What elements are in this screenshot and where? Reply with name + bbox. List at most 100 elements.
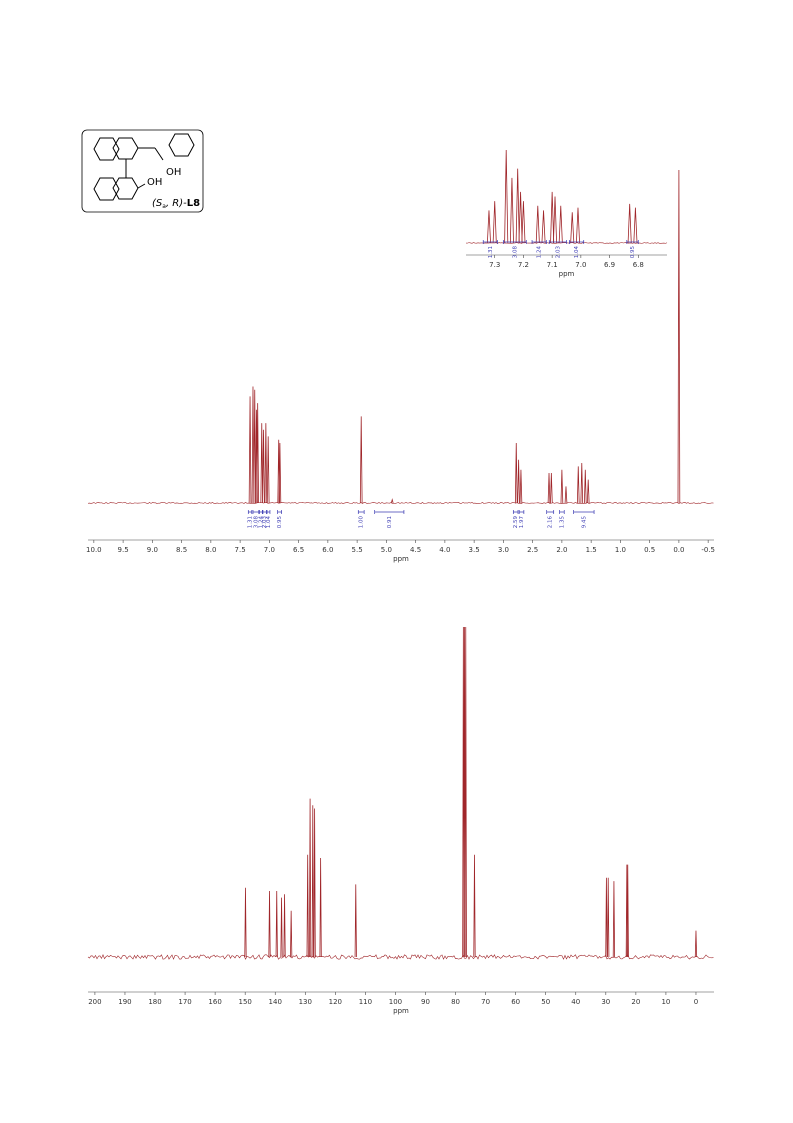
integral-label: 2.16 [548,516,554,529]
integral-label: 2.03 [555,246,561,259]
integral-label: 1.24 [258,516,264,529]
x-tick-label: 8.0 [205,546,216,554]
peak [677,169,681,504]
peak [518,191,523,244]
x-tick-label: 2.5 [527,546,538,554]
structure-bonds [93,133,195,201]
peak [575,207,580,244]
peak [244,887,247,958]
integral-bracket [502,240,527,244]
x-tick-label: 5.0 [381,546,392,554]
integral-bracket [531,240,547,244]
x-tick-label: 0.5 [644,546,655,554]
integral-bracket [518,510,525,514]
peak [521,201,526,244]
baseline [87,502,714,504]
integral-label: 0.91 [387,516,393,528]
integral-bracket [569,240,585,244]
peak [558,205,563,244]
peak [605,877,608,958]
integral-bracket [247,510,253,514]
structure-box [81,129,204,213]
peak [390,498,394,504]
peak [290,910,293,958]
integral-bracket [252,510,260,514]
structure: OH OH (Sa, R)-L8 [81,129,204,213]
peak [260,423,264,504]
label-id: L8 [187,198,200,209]
peak [313,808,316,958]
label-part: (S [152,198,163,209]
x-tick-label: 10.0 [86,546,102,554]
x-tick-label: 7.1 [547,261,558,269]
peak [541,210,546,244]
x-tick-label: 190 [118,998,131,1006]
integral-label: 1.31 [488,246,494,258]
x-tick-label: 7.5 [235,546,246,554]
compound-label: (Sa, R)-L8 [152,198,200,210]
integral-label: 3.08 [512,246,518,259]
x-tick-label: 3.5 [469,546,480,554]
x-tick-label: 9.0 [147,546,158,554]
x-tick-label: 9.5 [118,546,129,554]
integral-label: 0.95 [277,516,283,529]
integral-label: 1.04 [574,246,580,259]
x-tick-label: 120 [329,998,342,1006]
peak [515,168,520,244]
x-tick-label: 20 [631,998,640,1006]
integral-bracket [626,240,639,244]
integral-bracket [559,510,565,514]
label-part: , R)- [166,198,187,209]
peak [550,473,553,504]
x-tick-label: 6.8 [633,261,644,269]
peak [464,626,467,958]
integral-bracket [266,510,271,514]
peak [580,463,584,504]
x-tick-label: 4.0 [439,546,450,554]
x-axis-label: ppm [393,555,409,563]
peak [612,881,616,958]
x-tick-label: 5.5 [352,546,363,554]
x-tick-label: 6.0 [322,546,333,554]
peak [280,897,283,958]
integral-label: 0.95 [630,246,636,259]
peak [359,416,363,504]
peak [517,459,520,504]
peak [586,479,590,504]
x-tick-label: 10 [661,998,670,1006]
peak [626,864,629,958]
peak [251,386,255,504]
x-tick-label: 2.0 [556,546,567,554]
integral-label: 1.97 [519,516,525,529]
peak [560,469,564,504]
x-tick-label: 0 [694,998,698,1006]
peak [278,443,282,504]
peak [576,466,580,504]
integral-label: 1.24 [537,246,543,259]
x-tick-label: -0.5 [701,546,715,554]
peak [694,930,698,958]
integral-label: 2.03 [262,516,268,529]
x-tick-label: 7.3 [489,261,500,269]
integral-label: 2.59 [513,516,519,529]
integral-bracket [259,510,263,514]
peak [268,890,271,958]
baseline [87,954,714,960]
peak [570,212,575,244]
x-tick-label: 60 [511,998,520,1006]
integral-bracket [482,240,498,244]
x-tick-label: 1.0 [615,546,626,554]
peak [264,423,268,504]
x-tick-label: 40 [571,998,580,1006]
x-tick-label: 6.9 [604,261,615,269]
peak [492,201,497,244]
x-tick-label: 100 [389,998,402,1006]
peak [627,203,632,244]
x-tick-label: 180 [148,998,161,1006]
x-tick-label: 50 [541,998,550,1006]
peak [256,403,259,504]
peak [248,396,252,504]
integral-bracket [374,510,405,514]
integral-label: 9.45 [581,516,587,529]
